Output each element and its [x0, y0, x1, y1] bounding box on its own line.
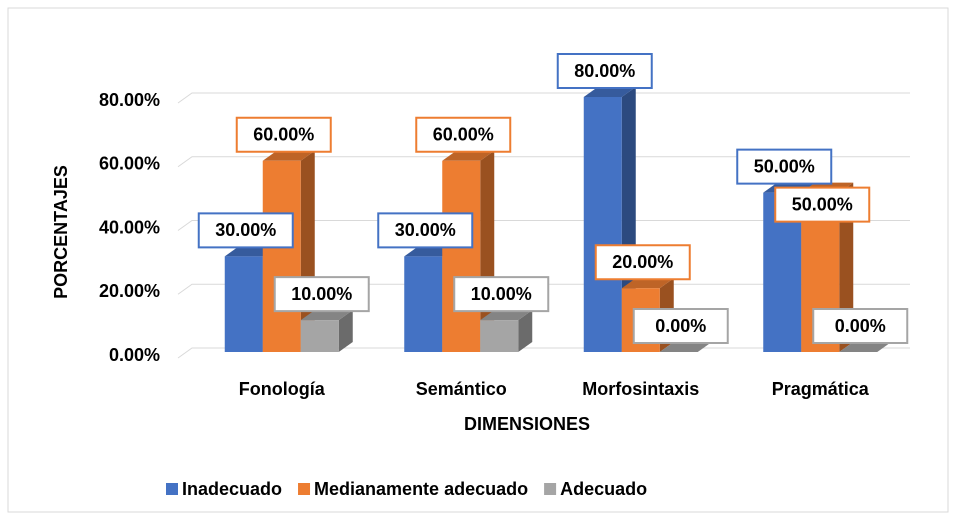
x-tick-label: Semántico [416, 379, 507, 399]
data-label: 50.00% [792, 194, 853, 214]
bar-top [659, 342, 712, 352]
data-label: 0.00% [655, 316, 706, 336]
data-label-box [453, 276, 550, 313]
grid-line [177, 92, 910, 104]
bar-side [518, 310, 533, 352]
bar-top [839, 342, 892, 352]
bar-top [262, 150, 315, 161]
bar [300, 310, 353, 352]
bar [839, 342, 892, 352]
data-label: 10.00% [471, 284, 532, 304]
x-tick-label: Fonología [239, 379, 326, 399]
y-axis-title: PORCENTAJES [51, 165, 71, 299]
data-label: 80.00% [574, 61, 635, 81]
legend-label: Inadecuado [182, 479, 282, 499]
data-label-box [556, 53, 653, 89]
data-label-box [812, 308, 909, 344]
legend-label: Medianamente adecuado [314, 479, 528, 499]
bar [262, 150, 315, 352]
legend-swatch [298, 483, 311, 495]
y-tick-label: 80.00% [99, 90, 160, 110]
bar-front [404, 256, 443, 352]
data-label-box [197, 212, 294, 249]
data-label: 10.00% [291, 284, 352, 304]
bar-front [262, 160, 301, 352]
bar-front [224, 256, 263, 352]
data-label-box [736, 148, 833, 185]
bar-front [300, 320, 339, 352]
bar-front [583, 97, 622, 352]
y-tick-label: 20.00% [99, 281, 160, 301]
bar-front [480, 320, 519, 352]
data-label: 50.00% [754, 156, 815, 176]
data-label: 0.00% [835, 316, 886, 336]
bar-top [442, 150, 495, 161]
bar-front [442, 160, 481, 352]
grid-line [177, 156, 910, 168]
data-label: 60.00% [433, 125, 494, 145]
bar-top [621, 278, 674, 289]
grid-line [177, 220, 910, 231]
x-axis-title: DIMENSIONES [464, 414, 590, 434]
data-label-box [415, 116, 512, 153]
y-tick-label: 60.00% [99, 154, 160, 174]
x-tick-label: Pragmática [772, 379, 870, 399]
data-label: 30.00% [395, 220, 456, 240]
bar [480, 310, 533, 352]
data-label: 30.00% [215, 220, 276, 240]
legend-swatch [166, 483, 178, 495]
bar-top [480, 310, 533, 321]
data-label-box [774, 186, 871, 223]
data-label-box [377, 212, 474, 249]
bar-side [338, 310, 353, 352]
y-tick-label: 0.00% [109, 345, 160, 365]
x-tick-label: Morfosintaxis [582, 379, 699, 399]
data-label: 60.00% [253, 125, 314, 145]
y-tick-label: 40.00% [99, 217, 160, 237]
legend-swatch [544, 483, 557, 495]
data-label-box [632, 308, 729, 344]
data-label-box [594, 244, 691, 281]
bar-top [300, 310, 353, 321]
data-label-box [235, 116, 332, 153]
bar [659, 342, 712, 352]
data-label: 20.00% [612, 252, 673, 272]
data-label-box [273, 276, 370, 313]
bar-top [583, 87, 636, 97]
legend-label: Adecuado [560, 479, 647, 499]
